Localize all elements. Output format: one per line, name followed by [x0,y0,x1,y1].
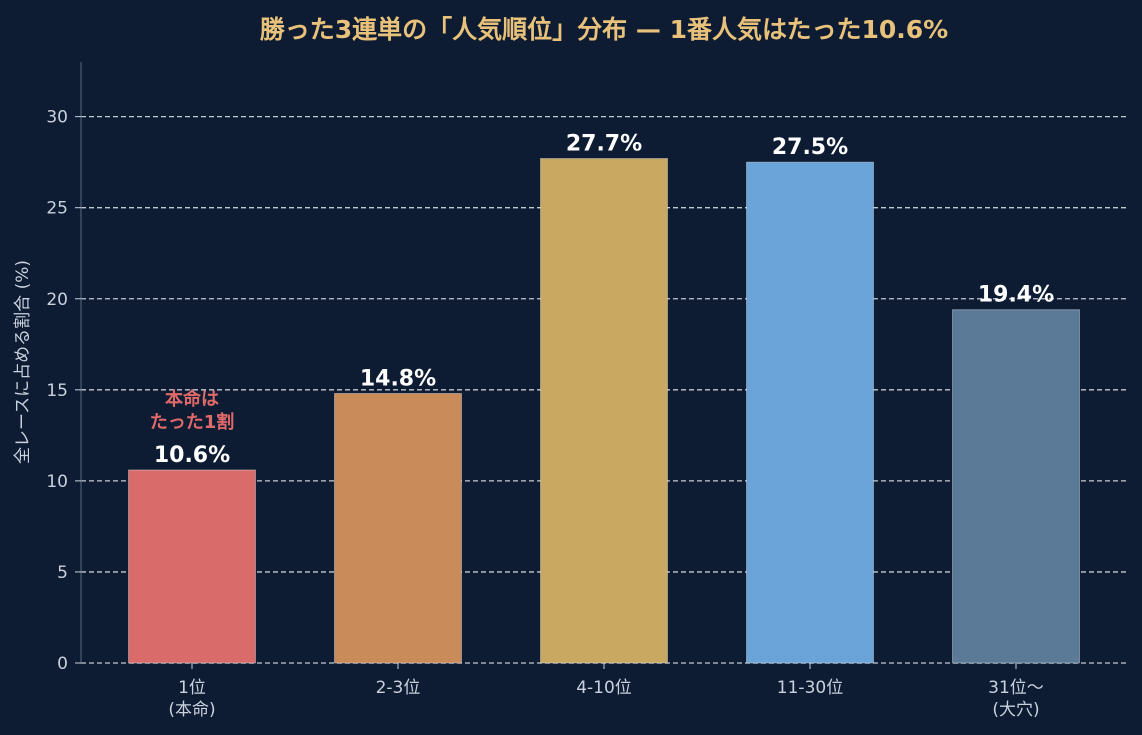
x-tick-label: 2-3位 [376,678,421,698]
y-tick-labels: 0 5 10 15 20 25 30 [46,108,68,674]
y-tick-label: 15 [46,381,68,401]
value-label: 19.4% [978,283,1054,308]
x-tick-label: 4-10位 [576,678,632,698]
y-tick-label: 20 [46,290,68,310]
annotation-text: 本命は [165,388,219,410]
value-label: 14.8% [360,366,436,391]
value-label: 10.6% [154,443,230,468]
value-labels: 10.6% 14.8% 27.7% 27.5% 19.4% [154,132,1054,468]
bar [128,469,256,664]
y-tick-label: 10 [46,472,68,492]
bar [540,158,668,664]
annotation-text: たった1割 [150,411,235,433]
bars [128,158,1080,664]
bar [746,161,874,664]
chart-title: 勝った3連単の「人気順位」分布 — 1番人気はたった10.6% [260,15,948,44]
x-tick-label: (大穴) [992,700,1039,720]
x-tick-label: 11-30位 [777,678,843,698]
value-label: 27.7% [566,132,642,157]
y-axis-label: 全レースに占める割合 (%) [13,260,33,464]
y-tick-label: 30 [46,108,68,128]
bar [952,309,1080,664]
x-tick-labels: 1位(本命) 2-3位 4-10位 11-30位 31位〜(大穴) [168,678,1043,720]
y-tick-label: 5 [57,563,68,583]
axes [75,62,1017,669]
y-tick-label: 25 [46,199,68,219]
x-tick-label: 31位〜 [988,678,1044,698]
x-tick-label: (本命) [168,700,215,720]
y-tick-label: 0 [57,654,68,674]
value-label: 27.5% [772,135,848,160]
x-tick-label: 1位 [178,678,206,698]
bar [334,392,462,664]
